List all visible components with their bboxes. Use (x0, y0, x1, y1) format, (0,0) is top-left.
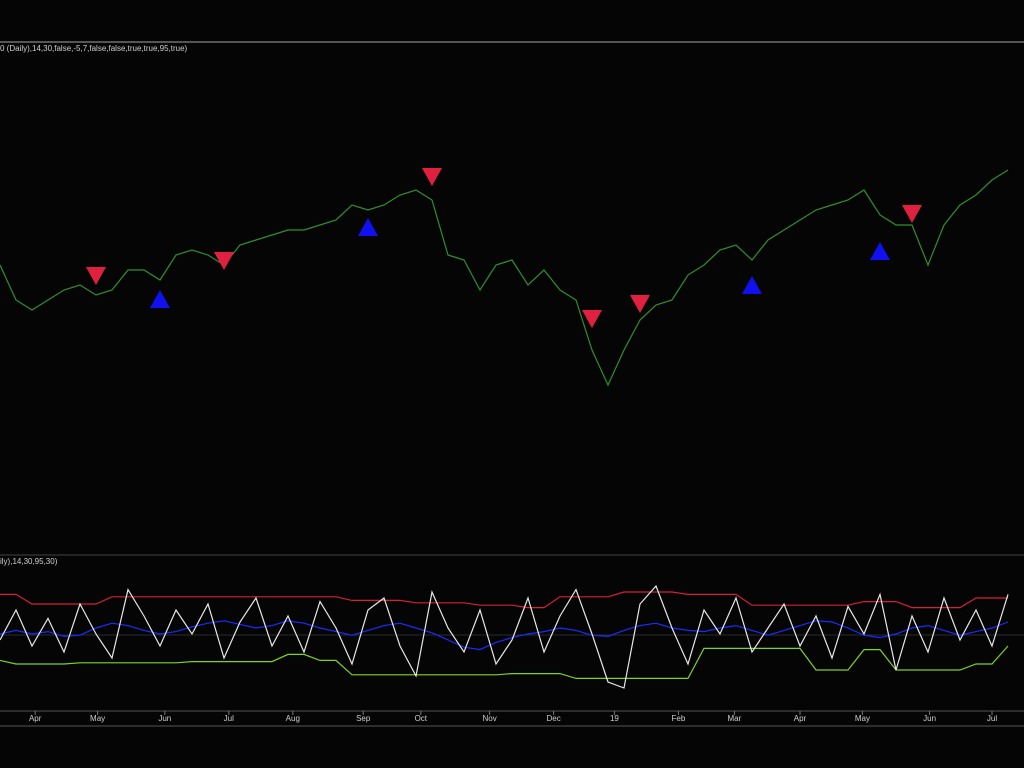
x-tick-label: Jul (224, 714, 234, 723)
main-title: 0 (Daily),14,30,false,-5,7,false,false,t… (0, 44, 188, 53)
x-tick-label: Jun (158, 714, 171, 723)
x-tick-label: Jul (987, 714, 997, 723)
series-line (0, 591, 1008, 609)
series-line (0, 584, 1009, 689)
x-tick-label: Dec (546, 714, 560, 723)
sell-signal (902, 205, 922, 223)
x-tick-label: Feb (672, 714, 686, 723)
x-tick-label: Nov (482, 714, 496, 723)
x-tick-label: Jun (923, 714, 936, 723)
x-tick-label: Apr (29, 714, 42, 723)
x-tick-label: Mar (728, 714, 742, 723)
series-line (0, 169, 1009, 387)
buy-signal (870, 242, 890, 260)
sell-signal (582, 310, 602, 328)
x-tick-label: May (90, 714, 105, 723)
osc-title: ily),14,30,95,30) (0, 557, 58, 566)
sell-signal (630, 295, 650, 313)
x-tick-label: Oct (415, 714, 428, 723)
x-tick-label: Aug (286, 714, 300, 723)
x-tick-label: Apr (794, 714, 807, 723)
x-tick-label: May (855, 714, 870, 723)
x-tick-label: Sep (356, 714, 371, 723)
series-line (0, 620, 1009, 651)
buy-signal (742, 276, 762, 294)
sell-signal (86, 267, 106, 285)
sell-signal (214, 252, 234, 270)
x-tick-label: 19 (610, 714, 619, 723)
series-line (0, 645, 1009, 679)
sell-signal (422, 168, 442, 186)
buy-signal (150, 290, 170, 308)
buy-signal (358, 218, 378, 236)
